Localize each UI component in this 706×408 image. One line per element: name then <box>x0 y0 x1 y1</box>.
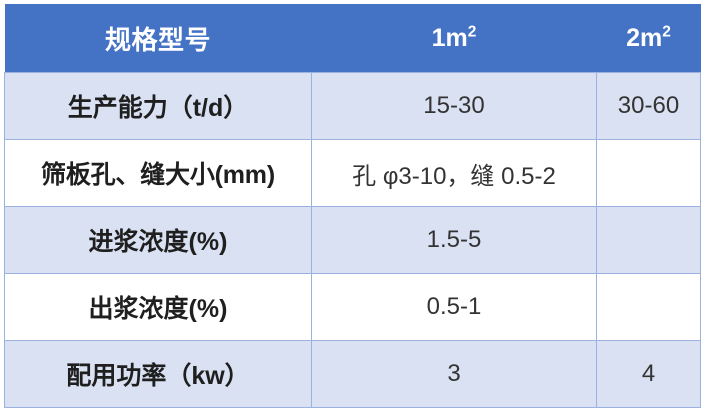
row-value-2m2-installed-power: 4 <box>596 340 701 408</box>
header-1m2-base: 1m <box>431 23 468 52</box>
row-value-2m2-outlet-consistency <box>596 273 701 341</box>
table-row: 进浆浓度(%) 1.5-5 <box>4 206 701 274</box>
row-value-1m2-production-capacity: 15-30 <box>311 72 597 140</box>
row-value-2m2-production-capacity: 30-60 <box>596 72 701 140</box>
row-label-screen-hole-slot-size: 筛板孔、缝大小(mm) <box>4 139 312 207</box>
row-value-1m2-installed-power: 3 <box>311 340 597 408</box>
row-value-1m2-screen-hole-slot-size: 孔 φ3-10，缝 0.5-2 <box>311 139 597 207</box>
header-2m2-base: 2m <box>626 23 663 52</box>
row-label-inlet-consistency: 进浆浓度(%) <box>4 206 312 274</box>
table-header: 规格型号 1m2 2m2 <box>4 4 701 73</box>
row-value-2m2-screen-hole-slot-size <box>596 139 701 207</box>
specification-table: 规格型号 1m2 2m2 生产能力（t/d） 15-30 30-60 筛板孔、缝… <box>4 4 701 408</box>
row-value-1m2-outlet-consistency: 0.5-1 <box>311 273 597 341</box>
table-body: 生产能力（t/d） 15-30 30-60 筛板孔、缝大小(mm) 孔 φ3-1… <box>4 72 701 408</box>
row-label-production-capacity: 生产能力（t/d） <box>4 72 312 140</box>
header-cell-spec-model: 规格型号 <box>4 4 312 73</box>
header-1m2-superscript: 2 <box>467 23 477 41</box>
header-cell-1m2: 1m2 <box>311 4 597 73</box>
header-cell-2m2: 2m2 <box>596 4 701 73</box>
table-row: 出浆浓度(%) 0.5-1 <box>4 273 701 341</box>
header-2m2-superscript: 2 <box>662 23 671 41</box>
row-value-1m2-inlet-consistency: 1.5-5 <box>311 206 597 274</box>
row-label-outlet-consistency: 出浆浓度(%) <box>4 273 312 341</box>
row-value-2m2-inlet-consistency <box>596 206 701 274</box>
table-row: 配用功率（kw） 3 4 <box>4 340 701 408</box>
row-label-installed-power: 配用功率（kw） <box>4 340 312 408</box>
table-row: 筛板孔、缝大小(mm) 孔 φ3-10，缝 0.5-2 <box>4 139 701 207</box>
header-row: 规格型号 1m2 2m2 <box>4 4 701 73</box>
table-row: 生产能力（t/d） 15-30 30-60 <box>4 72 701 140</box>
